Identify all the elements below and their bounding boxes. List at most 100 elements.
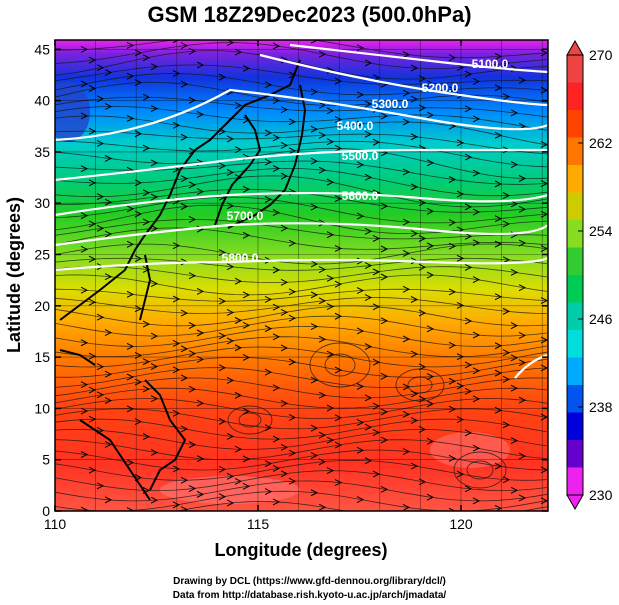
streamline-arrow <box>326 107 335 115</box>
streamline-arrow <box>80 80 89 88</box>
streamline-arrow <box>288 239 297 247</box>
streamline <box>55 288 548 302</box>
streamline-arrow <box>380 408 389 416</box>
streamline-arrow <box>494 462 503 470</box>
contour-line <box>55 148 548 182</box>
streamline-arrow <box>310 424 319 432</box>
streamline-arrow <box>326 436 335 444</box>
streamline-arrow <box>364 394 373 402</box>
streamline-arrow <box>80 212 89 220</box>
streamline <box>174 501 548 511</box>
streamline-arrow <box>318 503 327 511</box>
streamline-arrow <box>280 141 289 149</box>
streamline <box>55 315 548 337</box>
streamline-arrow <box>196 329 205 337</box>
streamline-arrow <box>80 339 89 347</box>
streamline-arrow <box>150 363 159 371</box>
colorbar-segment <box>567 330 583 358</box>
streamline-arrow <box>218 493 227 501</box>
streamline-arrow <box>426 80 435 88</box>
streamline-arrow <box>502 375 511 383</box>
warm-patch <box>430 432 510 468</box>
streamline-arrow <box>318 391 327 399</box>
streamline-arrow <box>288 358 297 366</box>
contour-label: 5500.0 <box>342 149 379 163</box>
streamline-arrow <box>234 344 243 352</box>
streamline-arrow <box>218 297 227 305</box>
streamline-arrow <box>464 232 473 240</box>
streamline-arrow <box>334 195 343 202</box>
streamline-arrow <box>518 175 527 182</box>
contour-line <box>514 353 548 379</box>
eddy <box>227 405 273 435</box>
streamline-arrow <box>264 158 273 166</box>
streamline-arrow <box>410 230 419 237</box>
streamline-arrow <box>172 339 181 347</box>
streamline-arrow <box>502 59 511 67</box>
streamline-arrow <box>418 104 427 112</box>
streamline-arrow <box>142 144 151 152</box>
contour-label: 5100.0 <box>472 57 509 71</box>
colorbar-tick-label: 246 <box>589 311 613 327</box>
streamline <box>55 50 548 80</box>
colorbar-segment <box>567 357 583 386</box>
streamline-arrow <box>150 280 159 288</box>
streamline-arrow <box>326 303 335 310</box>
streamline-arrow <box>150 193 159 201</box>
streamline-arrow <box>540 364 548 372</box>
streamline-arrow <box>188 385 197 393</box>
streamline-arrow <box>196 355 205 363</box>
streamline <box>55 336 548 358</box>
streamline-arrow <box>234 48 243 56</box>
streamline <box>55 346 548 368</box>
streamline-arrow <box>365 512 371 518</box>
streamline-arrow <box>518 76 527 84</box>
streamline-arrow <box>96 482 105 490</box>
streamline-arrow <box>372 470 381 478</box>
streamline-arrow <box>334 280 343 288</box>
streamline-arrow <box>356 287 365 294</box>
streamline-arrow <box>456 301 465 309</box>
streamline-arrow <box>326 404 335 412</box>
colorbar: 270 262 254 246 238 230 <box>566 39 613 511</box>
streamline-arrow <box>288 118 297 126</box>
streamline-arrow <box>188 441 197 449</box>
streamline-arrow <box>502 307 511 315</box>
streamline-arrow <box>96 313 105 321</box>
streamline-arrow <box>134 305 143 313</box>
streamline-arrow <box>272 435 281 443</box>
x-axis-label: Longitude (degrees) <box>214 540 387 560</box>
streamline-arrow <box>318 101 327 109</box>
streamline-arrow <box>402 218 411 226</box>
streamline-arrow <box>448 86 457 94</box>
streamline-arrow <box>510 322 519 330</box>
streamline-arrow <box>518 205 527 213</box>
streamline-arrow <box>326 138 335 146</box>
streamline-arrow <box>448 454 457 462</box>
streamline-arrow <box>264 295 273 303</box>
streamline-arrow <box>540 466 548 474</box>
streamline <box>55 147 548 180</box>
streamline-arrow <box>540 297 548 304</box>
streamline-arrow <box>464 387 473 395</box>
streamline-arrow <box>540 49 548 57</box>
streamline-arrow <box>510 437 519 445</box>
contour-label: 5800.0 <box>222 251 259 265</box>
streamline-arrow <box>272 42 281 50</box>
streamline <box>55 227 548 250</box>
streamline-arrow <box>280 443 289 451</box>
streamline-arrow <box>380 112 389 120</box>
streamline-arrow <box>448 377 457 385</box>
streamline-arrow <box>502 192 511 199</box>
streamline-arrow <box>448 341 457 349</box>
streamline-arrow <box>142 433 151 441</box>
streamline-arrow <box>372 358 381 366</box>
streamline-arrow <box>188 350 197 358</box>
streamline-arrow <box>288 314 297 322</box>
colorbar-tick-label: 238 <box>589 399 613 415</box>
streamline-arrow <box>264 368 273 376</box>
streamline-arrow <box>172 501 181 509</box>
streamline-arrow <box>456 416 465 423</box>
streamline-arrow <box>472 497 481 505</box>
